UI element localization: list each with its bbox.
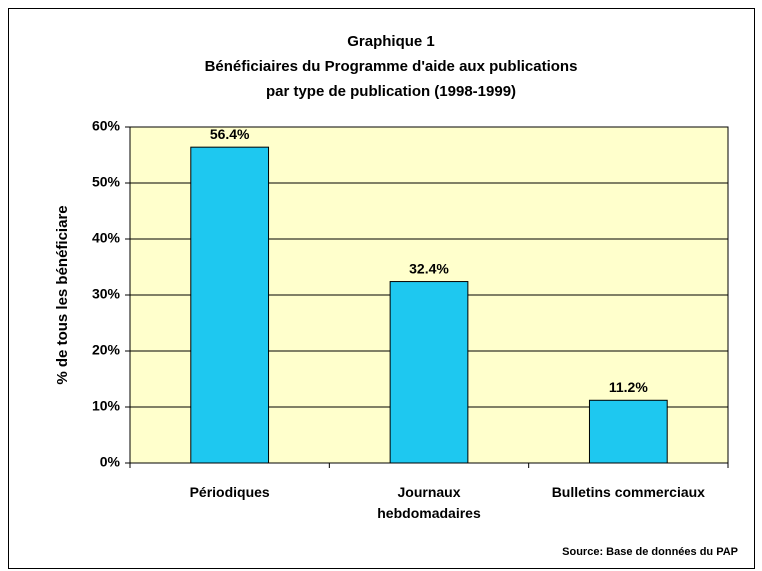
data-label: 32.4% xyxy=(409,260,449,276)
bar xyxy=(588,399,668,464)
x-tick-label: Périodiques xyxy=(189,484,270,500)
bar xyxy=(389,281,469,464)
data-label: 56.4% xyxy=(210,126,250,142)
chart-title: par type de publication (1998-1999) xyxy=(266,83,516,100)
y-tick-label: 40% xyxy=(92,230,121,246)
bar xyxy=(190,146,270,464)
y-tick-label: 50% xyxy=(92,174,121,190)
x-tick-label: Bulletins commerciaux xyxy=(551,484,705,500)
y-tick-label: 60% xyxy=(92,118,121,134)
data-label: 11.2% xyxy=(609,379,648,395)
y-tick-label: 0% xyxy=(100,454,121,470)
y-axis-label: % de tous les bénéficiare xyxy=(54,205,71,384)
frame xyxy=(8,8,755,569)
y-tick-label: 10% xyxy=(92,398,121,414)
chart-title: Graphique 1 xyxy=(347,33,435,50)
y-tick-label: 30% xyxy=(92,286,121,302)
chart-title: Bénéficiaires du Programme d'aide aux pu… xyxy=(205,58,578,75)
y-tick-label: 20% xyxy=(92,342,121,358)
source-note: Source: Base de données du PAP xyxy=(562,546,738,558)
x-tick-label: Journaux hebdomadaires xyxy=(377,484,481,521)
